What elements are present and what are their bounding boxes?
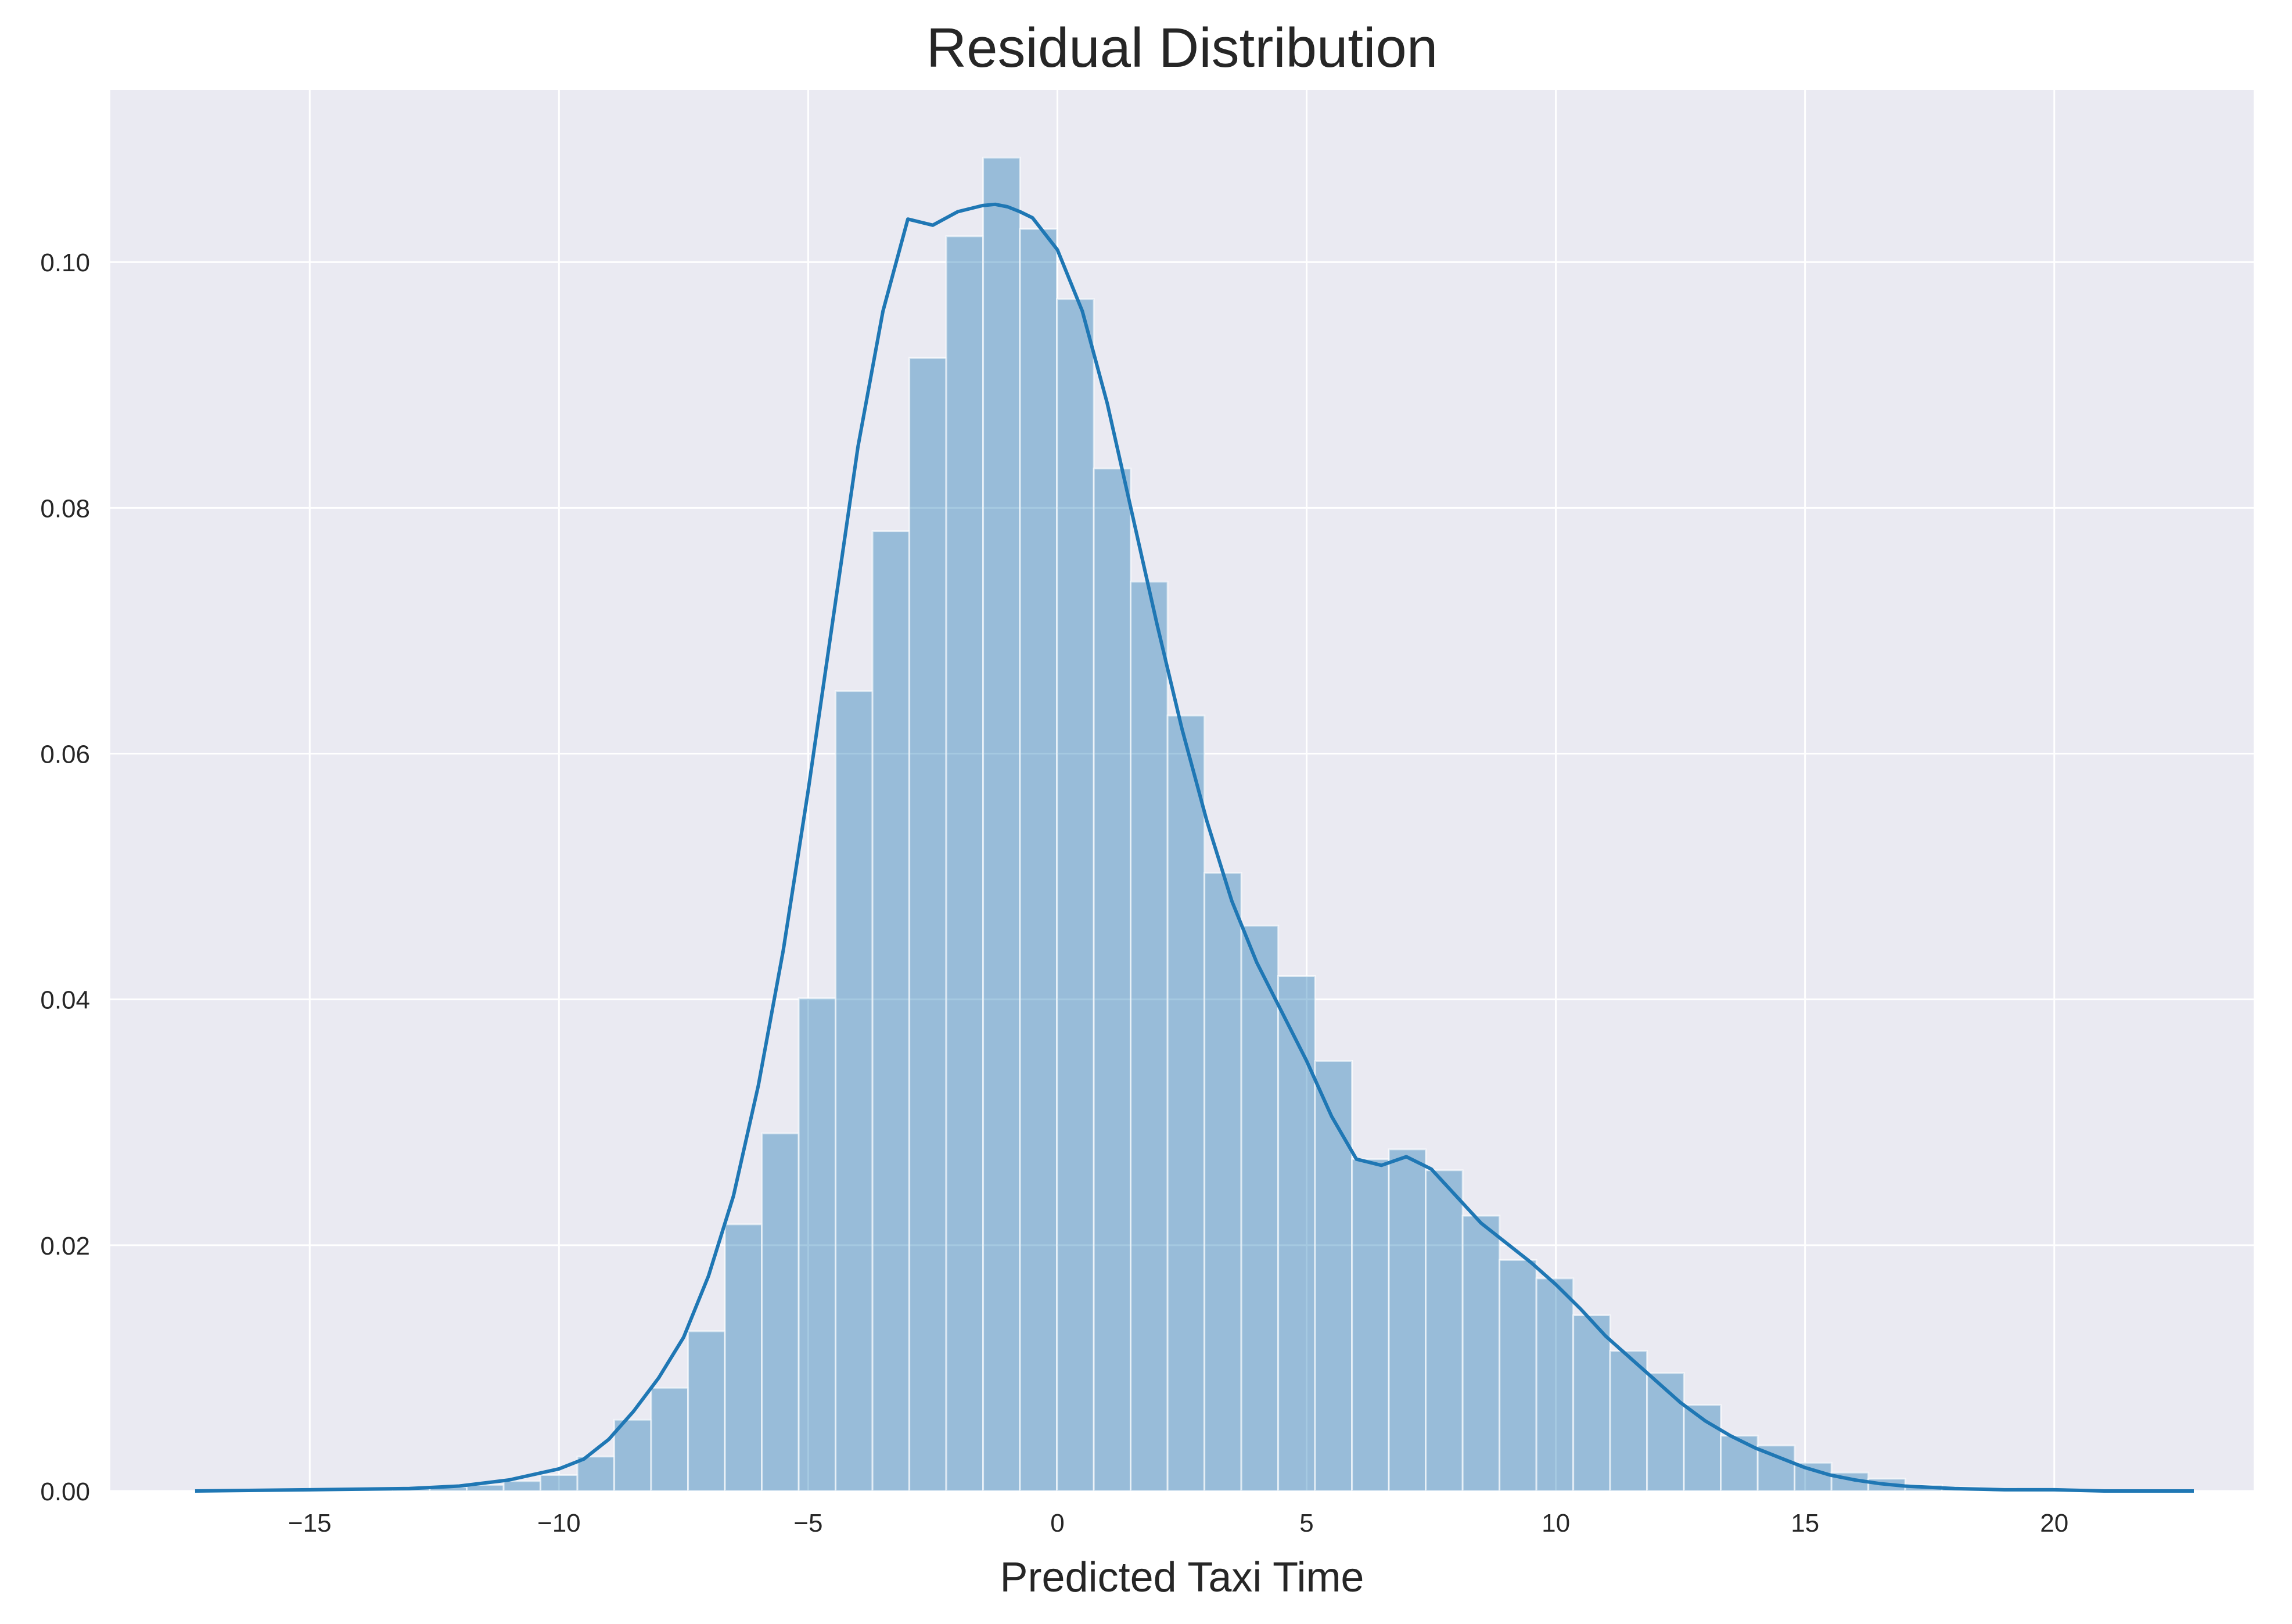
y-axis-ticks: 0.00 0.02 0.04 0.06 0.08 0.10 xyxy=(40,249,90,1506)
kde-line xyxy=(195,202,2194,1493)
x-tick-label: −10 xyxy=(537,1509,581,1537)
y-tick-label: 0.08 xyxy=(40,494,90,523)
histogram-bar xyxy=(1646,1372,1685,1492)
histogram-bar xyxy=(724,1223,763,1492)
histogram-bar xyxy=(945,235,985,1492)
x-tick-label: 20 xyxy=(2040,1509,2068,1537)
x-axis-label: Predicted Taxi Time xyxy=(1000,1554,1364,1601)
histogram-bar xyxy=(1756,1445,1796,1492)
y-tick-label: 0.02 xyxy=(40,1232,90,1260)
histogram-bar xyxy=(1720,1435,1759,1492)
histogram-bar xyxy=(1572,1314,1611,1492)
x-tick-label: −15 xyxy=(288,1509,332,1537)
histogram-bar xyxy=(1351,1158,1390,1492)
histogram-bar xyxy=(1425,1169,1464,1492)
histogram-bar xyxy=(687,1330,726,1492)
histogram-bar xyxy=(761,1132,800,1492)
histogram-bar xyxy=(1499,1259,1537,1492)
histogram-bar xyxy=(1461,1215,1501,1492)
y-tick-label: 0.04 xyxy=(40,986,90,1015)
histogram-bar xyxy=(1166,714,1206,1492)
histogram-bar xyxy=(871,530,911,1492)
histogram-bar xyxy=(1388,1148,1427,1492)
histogram-bar xyxy=(1240,925,1280,1492)
x-tick-label: −5 xyxy=(793,1509,822,1537)
histogram-bar xyxy=(797,997,837,1492)
histogram-bar xyxy=(650,1386,689,1492)
x-tick-label: 15 xyxy=(1791,1509,1819,1537)
x-tick-label: 0 xyxy=(1050,1509,1064,1537)
histogram-bar xyxy=(835,690,874,1492)
histogram-bar xyxy=(1609,1350,1648,1492)
x-tick-label: 10 xyxy=(1542,1509,1570,1537)
histogram-bar xyxy=(1535,1277,1575,1492)
chart-title: Residual Distribution xyxy=(926,17,1438,79)
plot-background xyxy=(110,90,2254,1491)
histogram-bar xyxy=(576,1456,616,1492)
y-tick-label: 0.10 xyxy=(40,249,90,277)
histogram-bars xyxy=(318,156,2017,1492)
y-tick-label: 0.00 xyxy=(40,1478,90,1506)
histogram-bar xyxy=(1314,1059,1353,1492)
x-axis-ticks: −15 −10 −5 0 5 10 15 20 xyxy=(288,1509,2068,1537)
histogram-bar xyxy=(982,156,1021,1492)
histogram-bar xyxy=(1130,580,1169,1492)
histogram-bar xyxy=(1204,872,1242,1492)
histogram-bar xyxy=(908,357,947,1492)
histogram-bar xyxy=(1093,468,1132,1492)
x-tick-label: 5 xyxy=(1299,1509,1313,1537)
y-tick-label: 0.06 xyxy=(40,741,90,769)
histogram-bar xyxy=(613,1418,652,1492)
histogram-bar xyxy=(502,1480,542,1492)
histogram-bar xyxy=(1019,228,1058,1492)
histogram-bar xyxy=(1056,298,1095,1492)
histogram-bar xyxy=(540,1474,579,1492)
histogram-bar xyxy=(1277,975,1316,1492)
